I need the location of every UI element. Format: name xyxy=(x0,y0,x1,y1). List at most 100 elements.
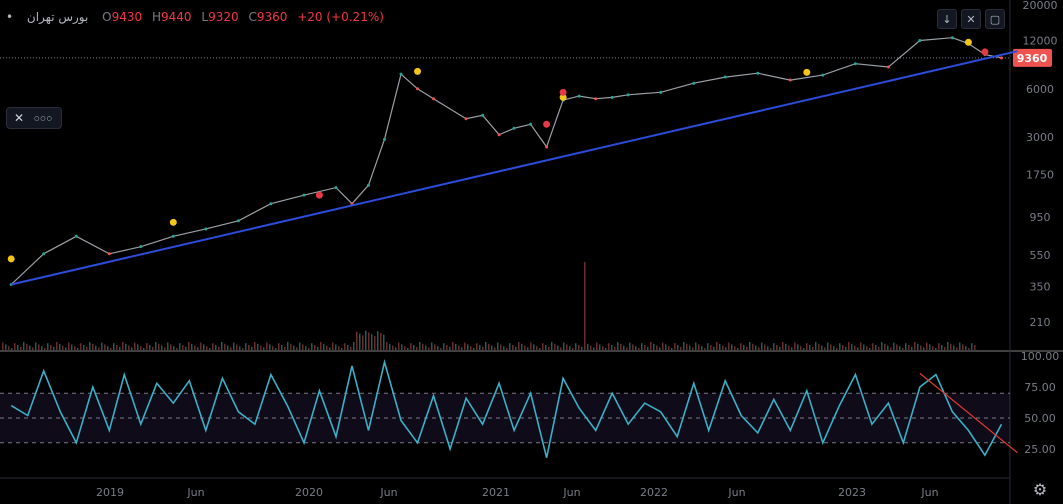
signal-marker-yellow xyxy=(559,93,567,101)
volume-bar xyxy=(797,344,799,350)
volume-bar xyxy=(653,343,655,350)
volume-bar xyxy=(98,347,100,350)
volume-bar xyxy=(782,342,784,350)
price-point xyxy=(692,81,696,85)
indicator-toolbar: ✕ ○○○ xyxy=(6,107,62,129)
close-icon[interactable]: ✕ xyxy=(14,111,25,125)
volume-bar xyxy=(419,342,421,350)
volume-bar xyxy=(911,346,913,350)
price-point xyxy=(918,39,922,43)
volume-bar xyxy=(50,345,52,350)
gear-icon[interactable]: ⚙ xyxy=(1032,480,1048,499)
price-tick-label: 210 xyxy=(1030,316,1051,329)
volume-bar xyxy=(863,344,865,350)
volume-bar xyxy=(629,342,631,350)
volume-bar xyxy=(188,342,190,350)
volume-bar xyxy=(638,348,640,350)
time-tick-label: Jun xyxy=(920,486,938,499)
volume-bar xyxy=(680,346,682,350)
price-series-line xyxy=(10,37,1002,285)
more-icon[interactable]: ○○○ xyxy=(34,114,53,122)
support-trendline xyxy=(10,50,1018,286)
volume-bar xyxy=(824,347,826,350)
volume-bar xyxy=(434,344,436,350)
volume-bar xyxy=(128,345,130,350)
volume-bar xyxy=(869,348,871,350)
volume-bar xyxy=(359,333,361,350)
volume-bar xyxy=(563,342,565,350)
volume-bar xyxy=(152,346,154,350)
volume-bar xyxy=(803,348,805,350)
price-point xyxy=(204,227,208,231)
volume-bar xyxy=(950,343,952,350)
time-tick-label: 2020 xyxy=(295,486,323,499)
volume-bar xyxy=(311,343,313,350)
volume-bar xyxy=(110,348,112,350)
volume-bar xyxy=(767,346,769,350)
volume-bar xyxy=(461,347,463,350)
volume-bar xyxy=(881,342,883,350)
volume-bar xyxy=(137,344,139,350)
volume-bar xyxy=(323,343,325,350)
maximize-icon[interactable]: ▢ xyxy=(985,9,1005,29)
price-tick-label: 12000 xyxy=(1023,35,1058,48)
close-label: C xyxy=(248,10,257,24)
volume-bar xyxy=(689,345,691,350)
volume-bar xyxy=(125,343,127,350)
volume-bar xyxy=(2,342,4,350)
pane-controls: ↓ ✕ ▢ xyxy=(937,9,1005,29)
volume-bar xyxy=(455,343,457,350)
volume-bar xyxy=(593,347,595,350)
volume-bar xyxy=(74,346,76,350)
volume-bar xyxy=(725,347,727,350)
volume-bar xyxy=(707,343,709,350)
volume-bar xyxy=(722,345,724,350)
volume-bar xyxy=(470,346,472,350)
volume-bar xyxy=(644,345,646,350)
arrow-down-icon[interactable]: ↓ xyxy=(937,9,957,29)
volume-bar xyxy=(926,342,928,350)
volume-bar xyxy=(47,343,49,350)
volume-bar xyxy=(686,343,688,350)
volume-bar xyxy=(56,342,58,350)
price-point xyxy=(382,137,386,141)
volume-bar xyxy=(557,345,559,350)
volume-bar xyxy=(728,342,730,350)
volume-bar xyxy=(239,346,241,350)
volume-bar xyxy=(17,345,19,350)
last-price-badge xyxy=(1013,48,1052,67)
volume-bar xyxy=(740,343,742,350)
volume-bar xyxy=(89,342,91,350)
volume-bar xyxy=(248,345,250,350)
volume-bar xyxy=(35,342,37,350)
volume-bar xyxy=(851,343,853,350)
volume-bar xyxy=(182,345,184,350)
volume-bar xyxy=(263,347,265,350)
volume-bar xyxy=(77,348,79,350)
volume-bar xyxy=(353,342,355,350)
volume-bar xyxy=(407,348,409,350)
volume-bar xyxy=(935,348,937,350)
volume-bar xyxy=(908,345,910,350)
volume-bar xyxy=(452,342,454,350)
volume-bar xyxy=(449,346,451,350)
volume-bar xyxy=(32,347,34,350)
volume-bar xyxy=(491,345,493,350)
volume-bar xyxy=(839,343,841,350)
volume-bar xyxy=(818,343,820,350)
last-price-label: 9360 xyxy=(1017,52,1048,65)
volume-bar xyxy=(164,347,166,350)
volume-bar xyxy=(602,346,604,350)
volume-bar xyxy=(800,346,802,350)
volume-bar xyxy=(314,345,316,350)
volume-bar xyxy=(224,343,226,350)
volume-bar xyxy=(59,343,61,350)
high-value: 9440 xyxy=(161,10,192,24)
close-pane-icon[interactable]: ✕ xyxy=(961,9,981,29)
volume-bar xyxy=(155,342,157,350)
low-value: 9320 xyxy=(208,10,239,24)
volume-bar xyxy=(191,343,193,350)
volume-bar xyxy=(827,342,829,350)
volume-bar xyxy=(485,342,487,350)
